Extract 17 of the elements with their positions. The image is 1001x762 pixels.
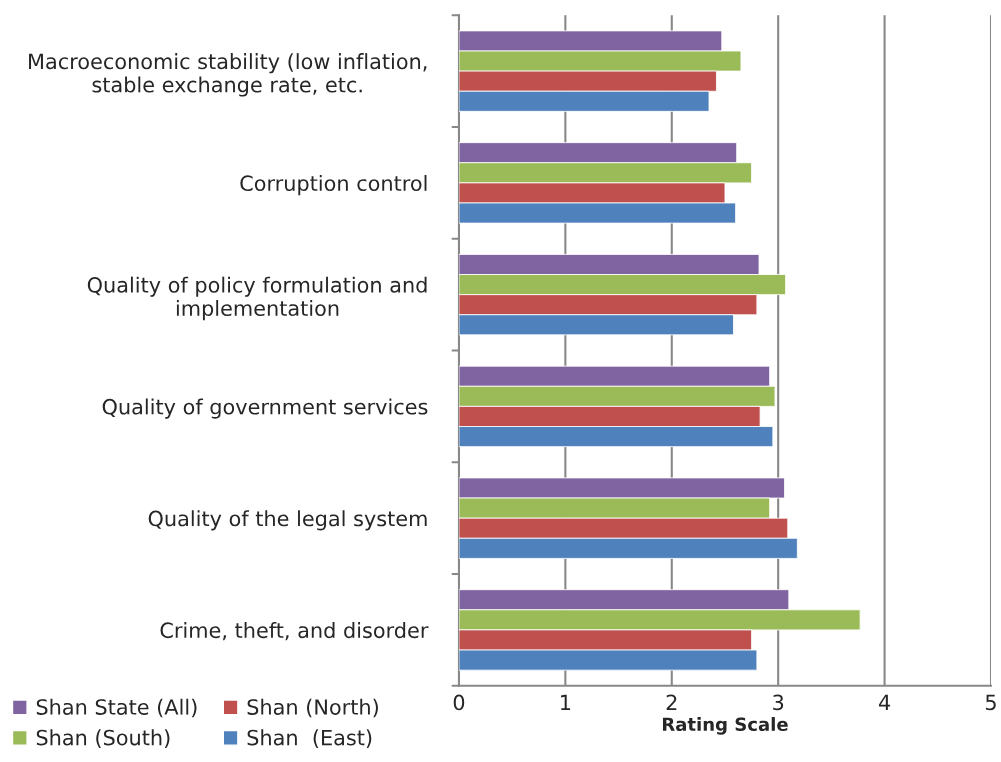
y-tick-label: Corruption control bbox=[240, 174, 427, 196]
x-tick-label: 1 bbox=[561, 694, 571, 710]
y-tick-label: Quality of policy formulation and implementation bbox=[87, 276, 427, 321]
x-tick-label: 5 bbox=[985, 694, 996, 711]
x-tick-label: 2 bbox=[666, 694, 677, 710]
x-axis-title: Rating Scale bbox=[662, 717, 788, 735]
y-tick-label: Macroeconomic stability (low inflation, stable exchange rate, etc. bbox=[29, 53, 427, 97]
y-tick-label: Quality of government services bbox=[102, 398, 428, 419]
x-tick-label: 3 bbox=[773, 694, 784, 711]
x-tick-label: 4 bbox=[878, 694, 891, 710]
y-tick-label: Crime, theft, and disorder bbox=[160, 622, 429, 641]
x-tick-label: 0 bbox=[453, 694, 465, 711]
legend-label: Shan (East) bbox=[247, 729, 372, 748]
legend-label: Shan (South) bbox=[36, 729, 170, 748]
y-tick-label: Quality of the legal system bbox=[148, 510, 427, 531]
legend-label: Shan State (All) bbox=[36, 698, 197, 718]
legend-label: Shan (North) bbox=[247, 698, 378, 718]
